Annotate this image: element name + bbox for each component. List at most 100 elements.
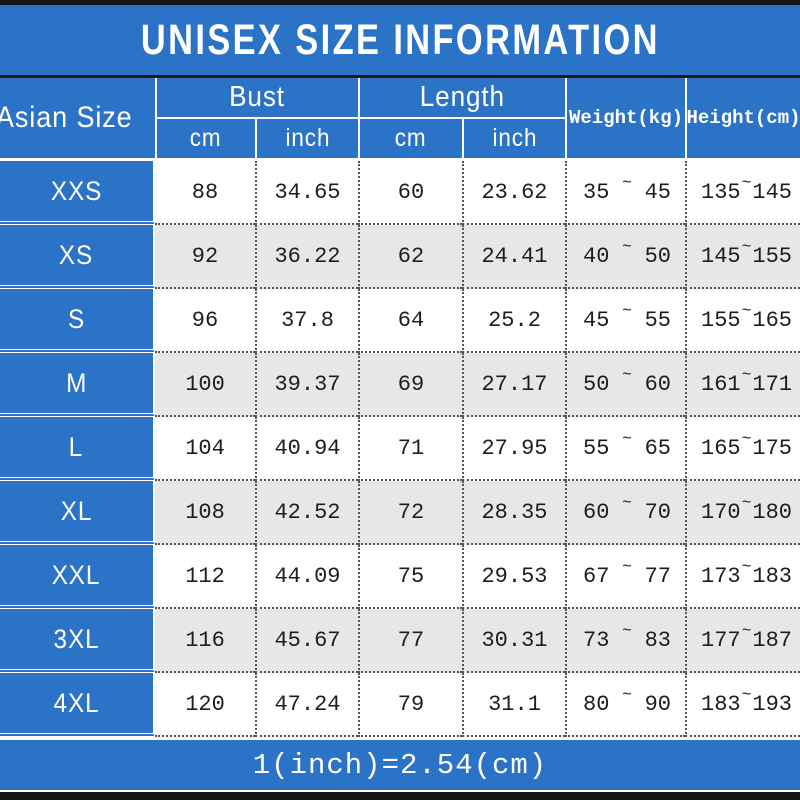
bust-inch-cell: 44.09 [255,545,358,609]
length-cm-cell: 75 [358,545,462,609]
header-bust: Bust [155,78,358,119]
bust-cm-cell: 120 [155,673,255,737]
weight-min-value: 35 [583,179,610,205]
weight-min-value: 45 [583,307,610,333]
size-label-cell: XL [0,481,155,545]
bust-cm-cell: 100 [155,353,255,417]
table-body: XXS 88 34.65 60 23.62 35 ~ 45 135 ~ 145 … [0,161,800,737]
weight-max-value: 83 [644,627,671,653]
height-max-value: 187 [752,627,792,653]
tilde-separator: ~ [741,366,752,384]
size-label: XL [60,495,93,526]
weight-range-cell: 67 ~ 77 [565,545,685,609]
size-label: XS [59,239,94,270]
weight-range-cell: 50 ~ 60 [565,353,685,417]
size-label: M [65,367,88,398]
length-inch-cell: 28.35 [462,481,565,545]
tilde-separator: ~ [741,302,752,320]
height-min-value: 183 [701,691,741,717]
height-min-value: 145 [701,243,741,269]
length-inch-cell: 30.31 [462,609,565,673]
height-min-value: 155 [701,307,741,333]
bust-cm-cell: 112 [155,545,255,609]
table-row: XL 108 42.52 72 28.35 60 ~ 70 170 ~ 180 [0,481,800,545]
bust-cm-cell: 108 [155,481,255,545]
table-row: S 96 37.8 64 25.2 45 ~ 55 155 ~ 165 [0,289,800,353]
length-inch-cell: 27.17 [462,353,565,417]
header-bust-inch-label: inch [285,124,330,152]
length-cm-cell: 69 [358,353,462,417]
length-cm-cell: 77 [358,609,462,673]
bust-cm-cell: 96 [155,289,255,353]
header-height: Height(cm) [685,78,800,158]
height-min-value: 135 [701,179,741,205]
height-max-value: 145 [752,179,792,205]
length-cm-cell: 71 [358,417,462,481]
height-min-value: 177 [701,627,741,653]
tilde-separator: ~ [741,430,752,448]
table-row: 4XL 120 47.24 79 31.1 80 ~ 90 183 ~ 193 [0,673,800,737]
tilde-separator: ~ [741,494,752,512]
height-min-value: 173 [701,563,741,589]
length-inch-cell: 31.1 [462,673,565,737]
size-label: S [67,303,86,334]
page-title: UNISEX SIZE INFORMATION [140,15,660,64]
bust-inch-cell: 47.24 [255,673,358,737]
header-length-cm-label: cm [395,124,427,152]
size-label-cell: 4XL [0,673,155,737]
bust-cm-cell: 92 [155,225,255,289]
weight-max-value: 60 [644,371,671,397]
header-bust-cm: cm [155,119,255,158]
weight-max-value: 55 [644,307,671,333]
table-row: 3XL 116 45.67 77 30.31 73 ~ 83 177 ~ 187 [0,609,800,673]
size-label: XXS [50,175,103,206]
height-range-cell: 177 ~ 187 [685,609,800,673]
tilde-separator: ~ [741,686,752,704]
length-cm-cell: 60 [358,161,462,225]
bust-inch-cell: 34.65 [255,161,358,225]
table-row: M 100 39.37 69 27.17 50 ~ 60 161 ~ 171 [0,353,800,417]
table-row: L 104 40.94 71 27.95 55 ~ 65 165 ~ 175 [0,417,800,481]
table-row: XS 92 36.22 62 24.41 40 ~ 50 145 ~ 155 [0,225,800,289]
bust-inch-cell: 37.8 [255,289,358,353]
height-min-value: 161 [701,371,741,397]
bust-inch-cell: 40.94 [255,417,358,481]
bottom-black-bar [0,792,800,800]
tilde-separator: ~ [622,622,632,640]
header-length-label: Length [419,81,506,113]
size-label-cell: L [0,417,155,481]
weight-min-value: 73 [583,627,610,653]
weight-range-cell: 80 ~ 90 [565,673,685,737]
bust-cm-cell: 104 [155,417,255,481]
header-asian-size-label: Asian Size [0,101,133,134]
bust-cm-cell: 116 [155,609,255,673]
height-min-value: 165 [701,435,741,461]
height-max-value: 183 [752,563,792,589]
size-label-cell: XXS [0,161,155,225]
height-max-value: 180 [752,499,792,525]
size-label-cell: M [0,353,155,417]
tilde-separator: ~ [741,174,752,192]
height-range-cell: 161 ~ 171 [685,353,800,417]
weight-min-value: 40 [583,243,610,269]
weight-max-value: 77 [644,563,671,589]
bust-inch-cell: 36.22 [255,225,358,289]
header-height-label: Height(cm) [686,107,800,129]
weight-max-value: 90 [644,691,671,717]
weight-max-value: 70 [644,499,671,525]
table-row: XXL 112 44.09 75 29.53 67 ~ 77 173 ~ 183 [0,545,800,609]
height-range-cell: 183 ~ 193 [685,673,800,737]
height-max-value: 171 [752,371,792,397]
height-max-value: 193 [752,691,792,717]
header-bust-cm-label: cm [190,124,222,152]
bust-inch-cell: 45.67 [255,609,358,673]
tilde-separator: ~ [622,174,632,192]
size-label-cell: XXL [0,545,155,609]
tilde-separator: ~ [741,558,752,576]
height-range-cell: 145 ~ 155 [685,225,800,289]
header-bust-inch: inch [255,119,358,158]
bust-inch-cell: 39.37 [255,353,358,417]
length-inch-cell: 27.95 [462,417,565,481]
tilde-separator: ~ [622,302,632,320]
length-inch-cell: 25.2 [462,289,565,353]
